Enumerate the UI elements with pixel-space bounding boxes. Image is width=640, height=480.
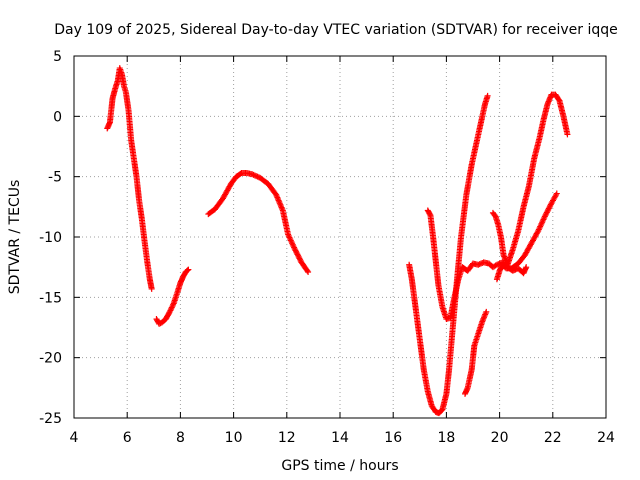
data-point (166, 310, 173, 317)
data-point (251, 172, 258, 179)
data-point (295, 254, 302, 261)
x-tick-label: 4 (70, 430, 79, 446)
data-point (545, 205, 552, 212)
y-tick-label: 5 (53, 49, 62, 65)
data-point (293, 250, 300, 257)
x-tick-label: 6 (123, 430, 132, 446)
data-point (156, 320, 163, 327)
y-axis-label: SDTVAR / TECUs (7, 180, 23, 295)
data-point (553, 190, 560, 197)
data-point (483, 308, 490, 315)
data-point (148, 285, 155, 292)
data-point (291, 246, 298, 253)
data-point (545, 206, 552, 213)
series-arc3 (205, 170, 312, 275)
data-point (523, 264, 530, 271)
series-arc4 (406, 92, 491, 417)
data-point (297, 256, 304, 263)
data-point (484, 92, 491, 99)
data-point (185, 266, 192, 273)
x-tick-label: 18 (437, 430, 455, 446)
data-point (426, 211, 433, 218)
data-point (547, 202, 554, 209)
data-point (495, 261, 502, 268)
data-point (295, 252, 302, 259)
series-arc6 (462, 308, 490, 397)
x-tick-label: 10 (225, 430, 243, 446)
data-point (491, 212, 498, 219)
data-point (544, 208, 551, 215)
series-arc2 (153, 266, 192, 327)
y-tick-label: -10 (39, 230, 62, 246)
data-point (553, 191, 560, 198)
data-point (253, 173, 260, 180)
y-tick-label: -25 (39, 411, 62, 427)
series-arc7 (489, 91, 571, 268)
x-tick-label: 8 (176, 430, 185, 446)
data-point (476, 261, 483, 268)
data-point (493, 261, 500, 268)
data-point (296, 255, 303, 262)
x-tick-label: 24 (597, 430, 615, 446)
plot-frame (73, 55, 607, 419)
y-tick-label: -5 (48, 170, 62, 186)
data-point (543, 209, 550, 216)
data-point (294, 251, 301, 258)
data-point (541, 213, 548, 220)
data-point (184, 267, 191, 274)
y-tick-label: -20 (39, 351, 62, 367)
data-point (250, 171, 257, 178)
data-point (543, 210, 550, 217)
data-point (305, 268, 312, 275)
x-tick-label: 16 (384, 430, 402, 446)
data-point (293, 248, 300, 255)
data-point (475, 261, 482, 268)
data-point (304, 267, 311, 274)
x-tick-label: 14 (331, 430, 349, 446)
data-point (546, 204, 553, 211)
data-point (292, 247, 299, 254)
x-tick-label: 20 (491, 430, 509, 446)
data-point (555, 96, 562, 103)
x-tick-label: 12 (278, 430, 296, 446)
series-arc8 (493, 190, 560, 283)
data-point (249, 171, 256, 178)
y-tick-label: -15 (39, 290, 62, 306)
data-point (477, 260, 484, 267)
data-point (254, 173, 261, 180)
x-axis-label: GPS time / hours (281, 458, 398, 474)
x-tick-label: 22 (544, 430, 562, 446)
chart-title: Day 109 of 2025, Sidereal Day-to-day VTE… (54, 22, 618, 38)
data-point (542, 212, 549, 219)
series-arc1 (104, 65, 155, 292)
data-point (564, 131, 571, 138)
y-tick-label: 0 (53, 109, 62, 125)
